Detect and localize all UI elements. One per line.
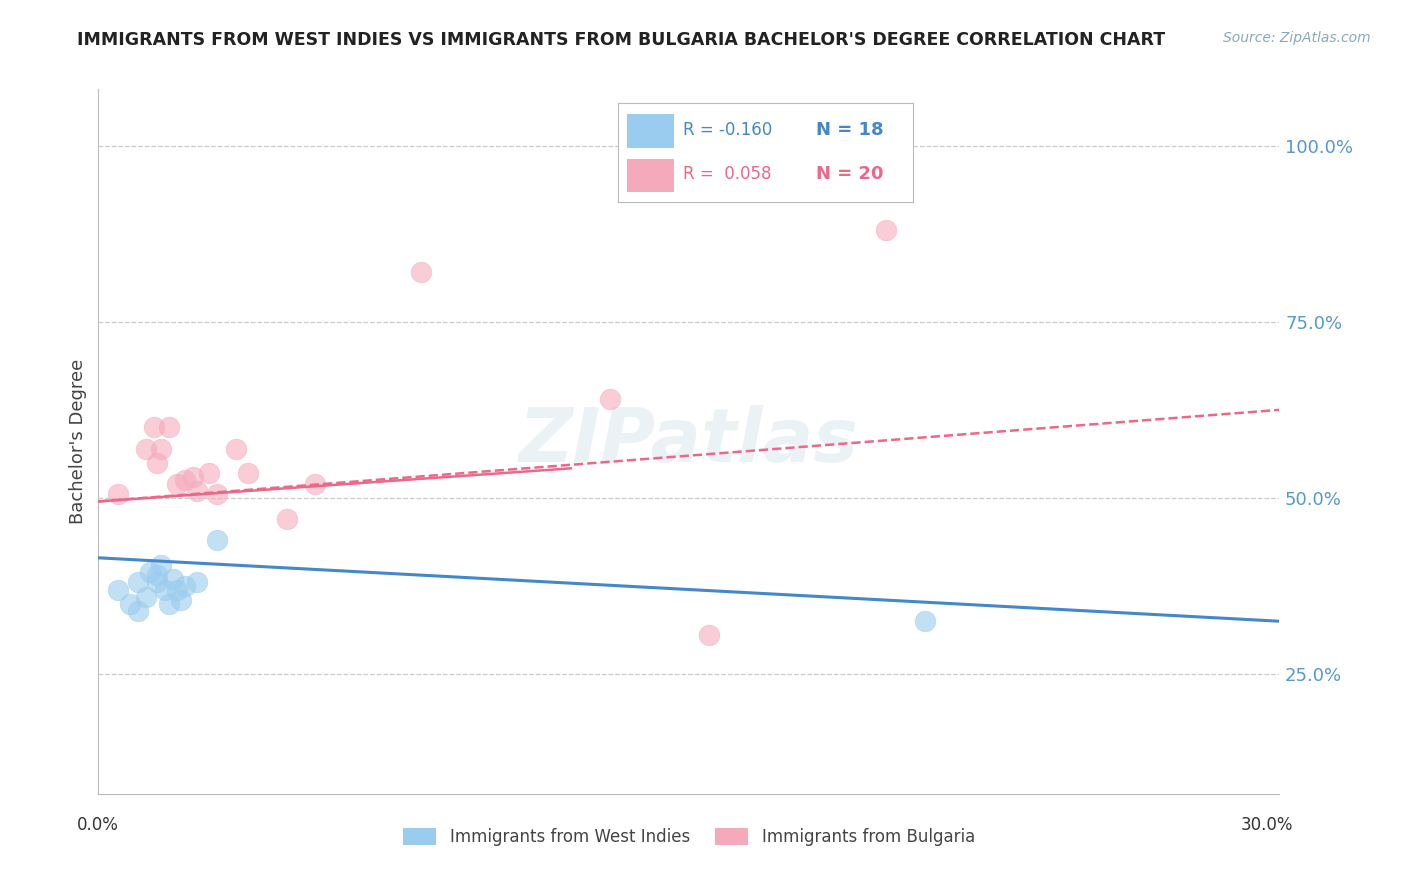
Point xyxy=(150,442,173,456)
Legend: Immigrants from West Indies, Immigrants from Bulgaria: Immigrants from West Indies, Immigrants … xyxy=(396,821,981,853)
Point xyxy=(411,265,433,279)
Text: 30.0%: 30.0% xyxy=(1241,816,1294,834)
Point xyxy=(205,533,228,548)
Text: 0.0%: 0.0% xyxy=(77,816,120,834)
Point xyxy=(197,467,219,481)
Point xyxy=(276,512,298,526)
Text: Source: ZipAtlas.com: Source: ZipAtlas.com xyxy=(1223,31,1371,45)
Text: IMMIGRANTS FROM WEST INDIES VS IMMIGRANTS FROM BULGARIA BACHELOR'S DEGREE CORREL: IMMIGRANTS FROM WEST INDIES VS IMMIGRANT… xyxy=(77,31,1166,49)
Point xyxy=(142,420,165,434)
Point xyxy=(155,582,177,597)
Point xyxy=(304,476,326,491)
Point xyxy=(166,582,188,597)
Point xyxy=(127,604,149,618)
Point xyxy=(181,469,204,483)
Point xyxy=(157,597,180,611)
Point xyxy=(599,392,621,407)
Point xyxy=(914,614,936,628)
Point xyxy=(118,597,141,611)
Point xyxy=(875,223,897,237)
Point xyxy=(138,565,160,579)
Text: ZIPatlas: ZIPatlas xyxy=(519,405,859,478)
Point xyxy=(174,473,197,487)
Y-axis label: Bachelor's Degree: Bachelor's Degree xyxy=(69,359,87,524)
Point xyxy=(146,456,169,470)
Point xyxy=(170,593,193,607)
Point xyxy=(157,420,180,434)
Point xyxy=(150,558,173,572)
Point xyxy=(127,575,149,590)
Point xyxy=(174,579,197,593)
Point xyxy=(225,442,247,456)
Point xyxy=(697,628,720,642)
Point xyxy=(186,575,208,590)
Point xyxy=(107,582,129,597)
Point xyxy=(186,483,208,498)
Point xyxy=(135,442,157,456)
Point xyxy=(166,476,188,491)
Point xyxy=(135,590,157,604)
Point xyxy=(205,487,228,501)
Point xyxy=(146,568,169,582)
Point xyxy=(107,487,129,501)
Point xyxy=(162,572,184,586)
Point xyxy=(146,575,169,590)
Point xyxy=(236,467,259,481)
